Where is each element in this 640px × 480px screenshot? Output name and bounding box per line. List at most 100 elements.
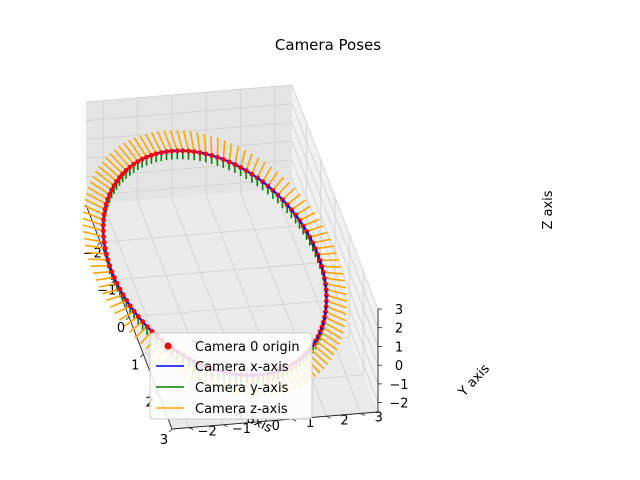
camera-origin-point (140, 319, 146, 324)
camera-z-axis-segment (139, 330, 153, 345)
camera-z-axis-segment (323, 271, 344, 275)
camera-z-axis-segment (286, 193, 301, 206)
camera-z-axis-segment (123, 315, 139, 327)
x-tick-mark (125, 316, 130, 321)
camera-origin-point (107, 192, 112, 197)
camera-z-axis-segment (321, 326, 343, 340)
camera-z-axis-segment (88, 258, 108, 261)
camera-z-axis-segment (272, 176, 285, 191)
camera-origin-point (101, 217, 106, 223)
camera-origin-point (117, 286, 123, 292)
camera-z-axis-segment (83, 230, 104, 238)
camera-origin-point (324, 292, 329, 298)
camera-origin-point (197, 150, 203, 156)
camera-origin-point (135, 314, 141, 319)
camera-z-axis-segment (325, 283, 346, 289)
camera-z-axis-segment (113, 149, 131, 168)
camera-z-axis-segment (118, 145, 135, 165)
camera-z-axis-segment (309, 348, 329, 365)
x-tick-label: 3 (160, 433, 168, 448)
camera-origin-point (131, 308, 137, 314)
camera-z-axis-segment (295, 205, 311, 216)
camera-z-axis-segment (144, 133, 157, 155)
camera-origin-point (180, 148, 186, 154)
camera-z-axis-segment (315, 339, 335, 356)
camera-origin-point (104, 251, 109, 257)
camera-z-axis-segment (277, 181, 290, 196)
camera-z-axis-segment (245, 153, 253, 171)
camera-origin-point (209, 153, 215, 158)
camera-origin-point (149, 328, 155, 334)
camera-z-axis-segment (82, 211, 104, 221)
camera-origin-point (135, 159, 141, 165)
x-tick-mark (97, 242, 101, 246)
camera-z-axis-segment (89, 181, 110, 196)
camera-origin-point (243, 168, 249, 174)
camera-origin-point (144, 154, 150, 160)
camera-z-axis-segment (169, 129, 179, 152)
x-tick-label: −2 (83, 246, 102, 261)
grid-line-floor-y (274, 189, 362, 414)
z-axis-label: Z axis (541, 190, 556, 229)
camera-z-axis-segment (83, 237, 105, 244)
y-tick-mark (360, 413, 365, 416)
camera-z-axis-segment (134, 325, 148, 339)
camera-z-axis-segment (251, 157, 260, 175)
legend-label-y-axis: Camera y-axis (195, 381, 289, 396)
grid-line-back-z (291, 103, 379, 328)
chart-title: Camera Poses (275, 36, 381, 54)
camera-z-axis-segment (82, 224, 104, 232)
camera-z-axis-segment (325, 288, 347, 296)
camera-z-axis-segment (82, 217, 104, 227)
camera-z-axis-segment (133, 137, 148, 158)
camera-origin-point (109, 187, 114, 193)
camera-origin-point (100, 222, 106, 228)
camera-origin-point (323, 304, 329, 309)
camera-z-axis-segment (123, 142, 139, 163)
legend-label-x-axis: Camera x-axis (195, 360, 289, 375)
camera-z-axis-segment (290, 199, 306, 211)
camera-z-axis-segment (302, 218, 320, 227)
camera-origin-point (249, 171, 255, 177)
camera-z-axis-segment (299, 211, 316, 222)
y-tick-label: 0 (272, 419, 280, 434)
y-tick-mark (223, 424, 228, 428)
camera-origin-point (105, 257, 111, 263)
camera-z-axis-segment (105, 156, 124, 175)
grid-line-left-z (85, 122, 293, 140)
camera-z-axis-segment (306, 224, 324, 233)
camera-origin-point (111, 275, 117, 280)
camera-z-axis-segment (150, 131, 163, 153)
grid-line-floor-x (100, 224, 307, 243)
camera-z-axis-segment (84, 198, 106, 210)
camera-z-axis-segment (325, 305, 347, 316)
camera-origin-point (238, 165, 244, 170)
legend: Camera 0 origin Camera x-axis Camera y-a… (149, 332, 313, 420)
camera-z-axis-segment (267, 171, 279, 187)
camera-origin-point (215, 154, 220, 160)
camera-origin-point (100, 228, 106, 234)
camera-origin-point (107, 263, 113, 269)
grid-line-left-z (85, 103, 293, 122)
camera-z-axis-segment (203, 133, 207, 155)
y-tick-label: −2 (198, 425, 217, 440)
camera-origin-point (220, 157, 226, 162)
camera-origin-point (111, 183, 117, 189)
camera-z-axis-segment (319, 259, 340, 262)
grid-line-back-z (291, 178, 379, 403)
camera-origin-point (124, 297, 129, 303)
camera-z-axis-segment (326, 300, 348, 309)
camera-origin-point (186, 148, 191, 154)
camera-z-axis-segment (102, 288, 121, 295)
z-tick-label: 2 (395, 322, 403, 337)
camera-z-axis-segment (228, 143, 233, 163)
camera-origin-point (102, 245, 108, 251)
camera-z-axis-segment (325, 310, 347, 322)
legend-marker-origin (164, 342, 172, 350)
legend-label-origin: Camera 0 origin (195, 340, 300, 355)
camera-z-axis-segment (210, 135, 213, 156)
camera-z-axis-segment (85, 192, 107, 205)
camera-z-axis-segment (98, 282, 118, 288)
camera-z-axis-segment (176, 129, 184, 152)
